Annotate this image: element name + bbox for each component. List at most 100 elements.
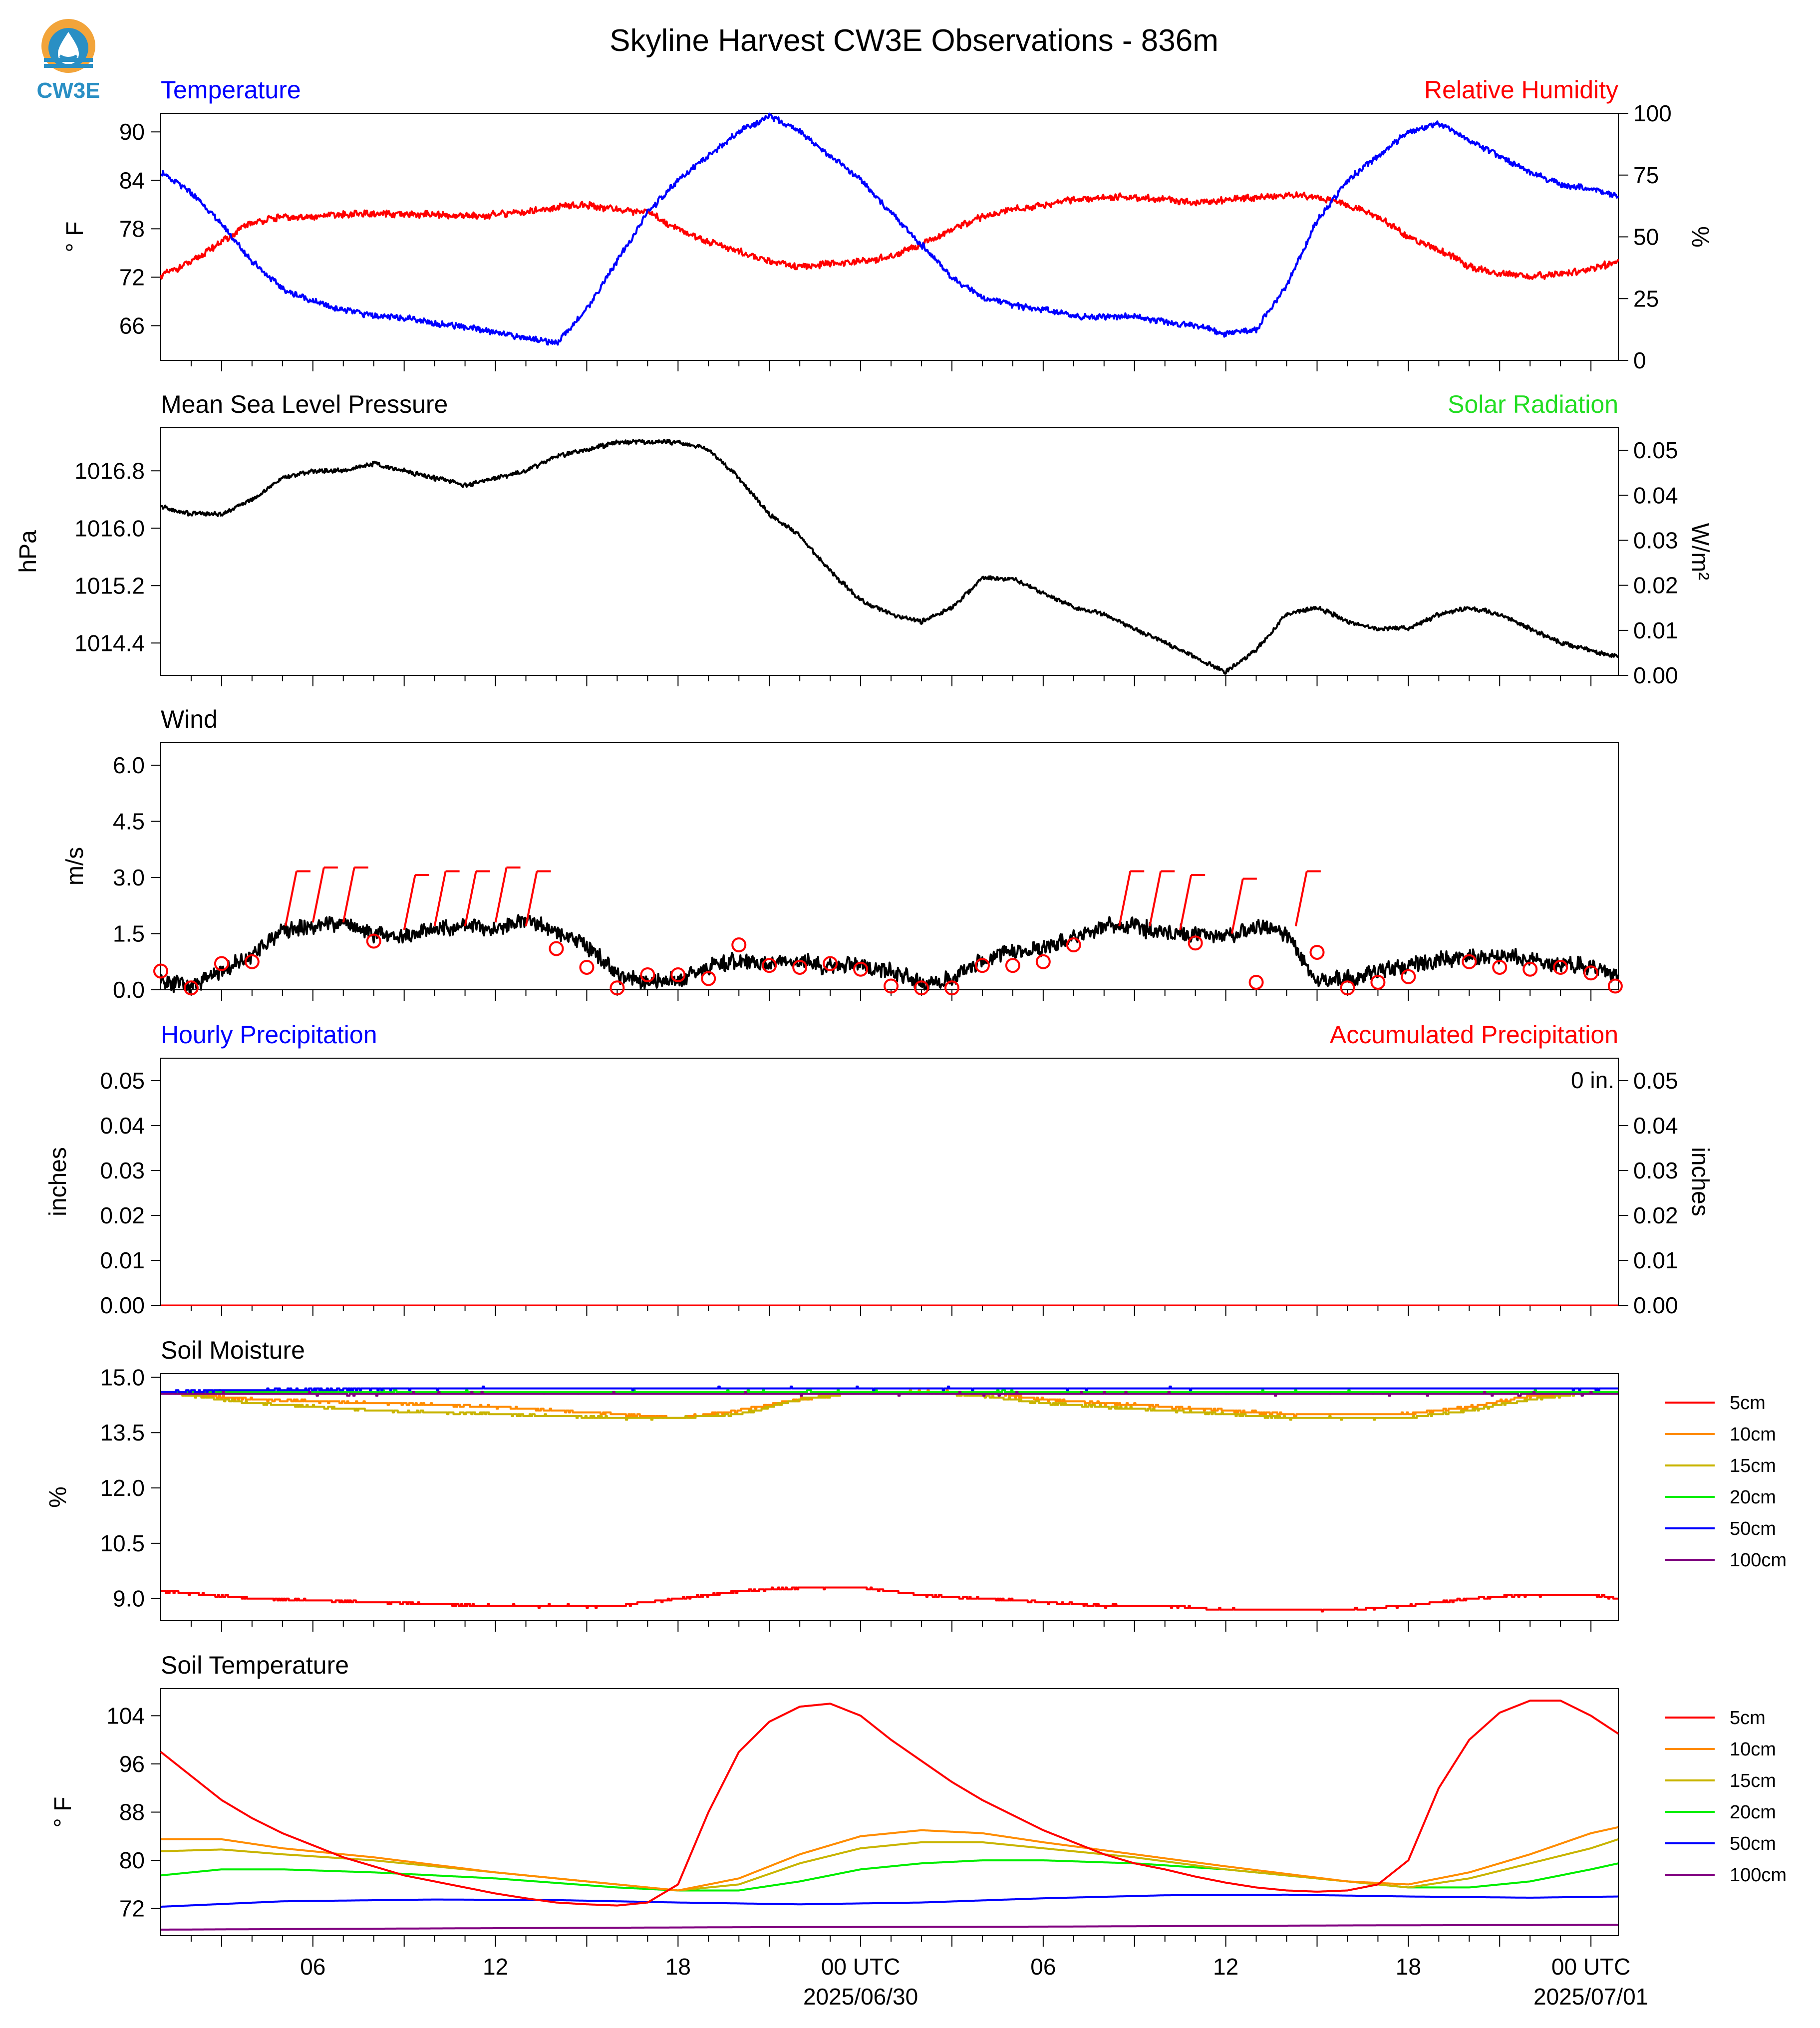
y-axis-label: m/s (62, 847, 88, 885)
calm-circle (366, 933, 381, 949)
rh-axis-tick-label: 50 (1633, 224, 1659, 250)
panel-title-left: Soil Temperature (161, 1651, 349, 1679)
wind-barb-staff (494, 867, 508, 923)
soil-moisture-axis-tick-label: 12.0 (100, 1475, 145, 1501)
solar-axis-tick-label: 0.05 (1633, 437, 1678, 463)
wind-barb (1230, 877, 1257, 934)
calm-circle (1248, 975, 1264, 990)
calm-circle (823, 956, 838, 971)
panels: 66 72 78 84 90 0 25 50 75 100 Temperature Relative … (15, 76, 1787, 2010)
wind-barb-staff (464, 871, 477, 926)
plot-frame (160, 427, 1619, 676)
y-axis-label: % (45, 1486, 71, 1508)
time-tick-label: 00 UTC (1551, 1954, 1630, 1980)
y-axis-label-right: inches (1687, 1147, 1713, 1216)
accum-axis-tick-label: 0.02 (1633, 1202, 1678, 1228)
wind-barb-staff (1179, 874, 1193, 930)
time-tick-label: 18 (1396, 1954, 1421, 1980)
legend-label-100cm: 100cm (1730, 1550, 1787, 1571)
time-tick-label: 06 (300, 1954, 325, 1980)
soil-moisture-line-5cm (161, 1586, 1618, 1613)
temp-axis-tick-label: 90 (119, 119, 145, 145)
calm-circle (183, 980, 199, 996)
time-tick-label: 12 (483, 1954, 508, 1980)
wind-speed-line (160, 914, 1619, 994)
soil-temp-line-10cm (160, 1826, 1619, 1892)
calm-circle (1553, 960, 1568, 975)
rh-axis-tick-label: 75 (1633, 162, 1659, 188)
wind-axis-tick-label: 0.0 (113, 977, 145, 1003)
accum-axis-tick-label: 0.00 (1633, 1292, 1678, 1318)
calm-circle (214, 956, 229, 971)
temp-axis-tick-label: 66 (119, 312, 145, 338)
panel-title-left: Wind (161, 705, 218, 733)
soil-temp-line-5cm (160, 1700, 1619, 1907)
panel-title-left: Temperature (161, 76, 301, 104)
logo-text: CW3E (36, 78, 100, 103)
plot-frame (160, 1373, 1619, 1621)
wind-barb-staff (433, 871, 447, 926)
panel-pressure: 1014.4 1015.2 1016.0 1016.8 0.00 0.01 0.02 0.03… (15, 390, 1713, 688)
accum-axis-tick-label: 0.04 (1633, 1113, 1678, 1139)
calm-circle (1462, 954, 1477, 969)
legend-label-100cm: 100cm (1730, 1865, 1787, 1886)
wind-barb-staff (311, 867, 325, 923)
pressure-axis-tick-label: 1014.4 (74, 630, 145, 656)
cw3e-water-drop-logo-icon (41, 19, 95, 73)
soil-temp-axis-tick-label: 96 (119, 1751, 145, 1777)
wind-barb (1149, 870, 1175, 926)
wind-barb (433, 870, 460, 926)
wind-barb (1118, 870, 1145, 926)
calm-circle (1066, 937, 1081, 952)
calm-circle (1309, 945, 1325, 960)
solar-axis-tick-label: 0.02 (1633, 573, 1678, 598)
panel-soil-moisture: 9.0 10.5 12.0 13.5 15.0 Soil Moisture% 5cm 10cm… (45, 1336, 1787, 1632)
soil-temp-line-15cm (160, 1838, 1619, 1892)
wind-barb-staff (342, 867, 355, 923)
plot-frame (160, 1688, 1619, 1936)
panel-title-right: Solar Radiation (1448, 390, 1618, 418)
legend-label-20cm: 20cm (1730, 1802, 1776, 1823)
accum-axis-tick-label: 0.01 (1633, 1247, 1678, 1273)
temp-axis-tick-label: 84 (119, 167, 145, 193)
wind-barb-staff (525, 871, 538, 926)
legend-label-50cm: 50cm (1730, 1518, 1776, 1539)
soil-temp-axis-tick-label: 104 (106, 1703, 145, 1729)
wind-axis-tick-label: 3.0 (113, 865, 145, 890)
calm-circle (670, 967, 686, 982)
calm-circle (762, 958, 777, 973)
legend-label-10cm: 10cm (1730, 1739, 1776, 1760)
calm-circle (1188, 935, 1203, 951)
wind-barb (342, 867, 368, 923)
legend-label-10cm: 10cm (1730, 1424, 1776, 1445)
calm-circle (944, 980, 959, 996)
wind-axis-tick-label: 1.5 (113, 921, 145, 947)
rh-line (160, 191, 1619, 280)
legend-label-15cm: 15cm (1730, 1770, 1776, 1791)
panel-precip: 0.00 0.01 0.02 0.03 0.04 0.05 0.00 0.01 0.02 0.03… (45, 1021, 1713, 1318)
plot-frame (160, 742, 1619, 990)
y-axis-label: hPa (15, 530, 41, 573)
date-label: 2025/06/30 (803, 1984, 918, 2010)
calm-circle (640, 967, 655, 982)
precip-axis-tick-label: 0.01 (100, 1247, 145, 1273)
calm-circle (1340, 980, 1355, 996)
panel-title-left: Hourly Precipitation (161, 1021, 377, 1049)
accumulated-total-label: 0 in. (1571, 1067, 1614, 1093)
soil-moisture-line-50cm (161, 1385, 1618, 1393)
wind-barb (284, 870, 310, 926)
calm-circle (974, 958, 990, 973)
calm-circle (609, 980, 625, 996)
wind-axis-tick-label: 4.5 (113, 809, 145, 835)
calm-circle (1035, 954, 1051, 969)
temp-axis-tick-label: 72 (119, 264, 145, 290)
time-tick-label: 18 (665, 1954, 691, 1980)
wind-axis-tick-label: 6.0 (113, 752, 145, 778)
soil-moisture-line-100cm (161, 1391, 1618, 1397)
calm-circle (914, 980, 929, 996)
calm-circle (244, 954, 260, 969)
y-axis-label-right: % (1687, 226, 1713, 248)
soil-temp-line-100cm (160, 1924, 1619, 1931)
calm-circle (153, 963, 168, 979)
